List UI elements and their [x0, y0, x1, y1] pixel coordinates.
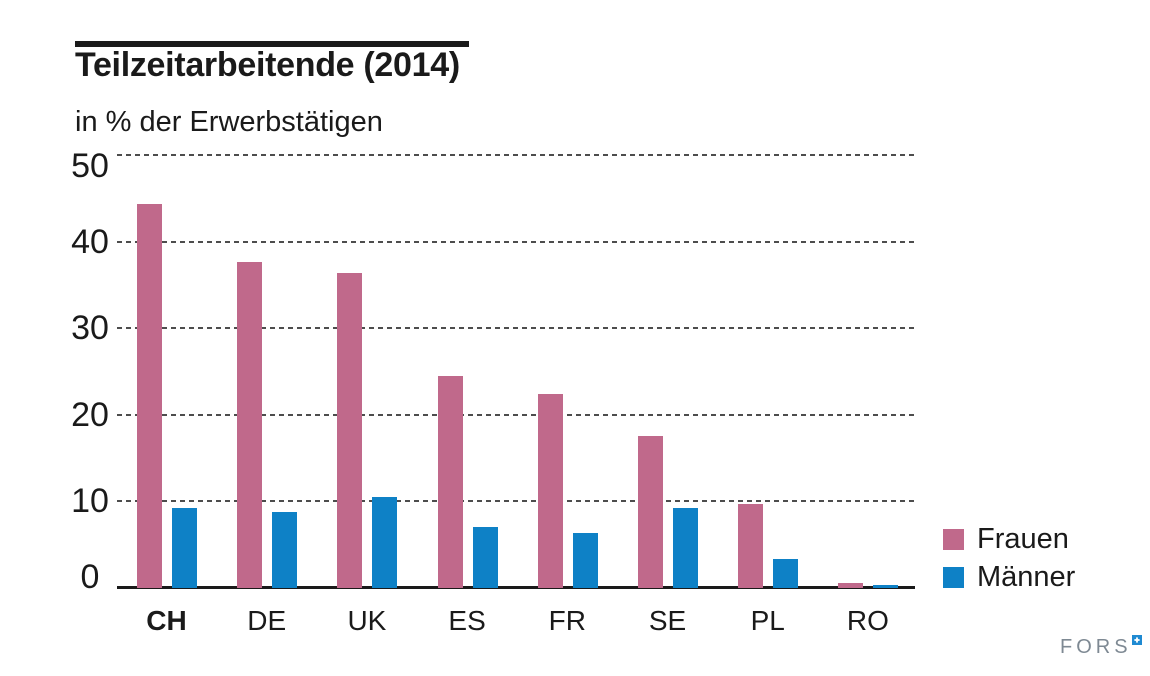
frauen-color-swatch — [943, 529, 964, 550]
x-label-es: ES — [448, 605, 486, 636]
legend-label-maenner: Männer — [977, 561, 1076, 593]
bar-frauen-es — [437, 376, 463, 588]
x-label-ro: RO — [846, 605, 889, 636]
x-label-pl: PL — [750, 605, 785, 636]
fors-plus-icon — [1131, 635, 1142, 645]
chart-unit-subtitle: in % der Erwerbstätigen — [75, 106, 383, 138]
y-tick-label-20: 20 — [71, 395, 109, 434]
bar-frauen-pl — [738, 504, 764, 588]
bar-frauen-se — [638, 436, 663, 588]
bar-maenner-se — [673, 508, 698, 588]
fors-logo-text: FORS — [1060, 636, 1132, 658]
legend-item-frauen: Frauen — [943, 525, 1075, 554]
page-title: Teilzeitarbeitende (2014) — [75, 46, 460, 84]
x-label-ch: CH — [146, 605, 187, 636]
bar-maenner-ro — [873, 585, 899, 588]
x-label-fr: FR — [548, 605, 586, 636]
bar-frauen-fr — [537, 394, 563, 588]
x-label-se: SE — [648, 605, 687, 636]
bar-maenner-pl — [773, 559, 799, 588]
fors-logo: FORS — [1060, 635, 1142, 658]
chart-legend: Frauen Männer — [943, 525, 1075, 601]
bar-maenner-ch — [172, 508, 197, 588]
y-tick-label-50: 50 — [71, 147, 109, 185]
bar-frauen-uk — [337, 273, 363, 588]
bar-frauen-ch — [137, 204, 162, 588]
bar-maenner-uk — [372, 497, 398, 588]
title-rule — [75, 41, 469, 47]
gridline-40 — [117, 240, 915, 243]
y-tick-label-30: 30 — [71, 309, 109, 348]
x-label-uk: UK — [347, 605, 387, 636]
gridline-50 — [117, 154, 915, 156]
bar-maenner-fr — [572, 533, 598, 588]
y-tick-label-10: 10 — [71, 482, 109, 521]
gridline-20 — [117, 413, 915, 416]
gridline-30 — [117, 327, 915, 330]
bar-frauen-ro — [838, 583, 864, 588]
y-tick-label-0: 0 — [80, 558, 100, 596]
bar-maenner-de — [272, 512, 298, 588]
legend-label-frauen: Frauen — [977, 523, 1069, 555]
y-tick-label-40: 40 — [71, 222, 109, 261]
x-axis-line — [117, 586, 915, 589]
maenner-color-swatch — [943, 567, 964, 588]
x-label-de: DE — [247, 605, 287, 636]
bar-maenner-es — [472, 527, 498, 588]
bar-frauen-de — [237, 262, 263, 588]
gridline-10 — [117, 500, 915, 503]
legend-item-maenner: Männer — [943, 563, 1075, 592]
